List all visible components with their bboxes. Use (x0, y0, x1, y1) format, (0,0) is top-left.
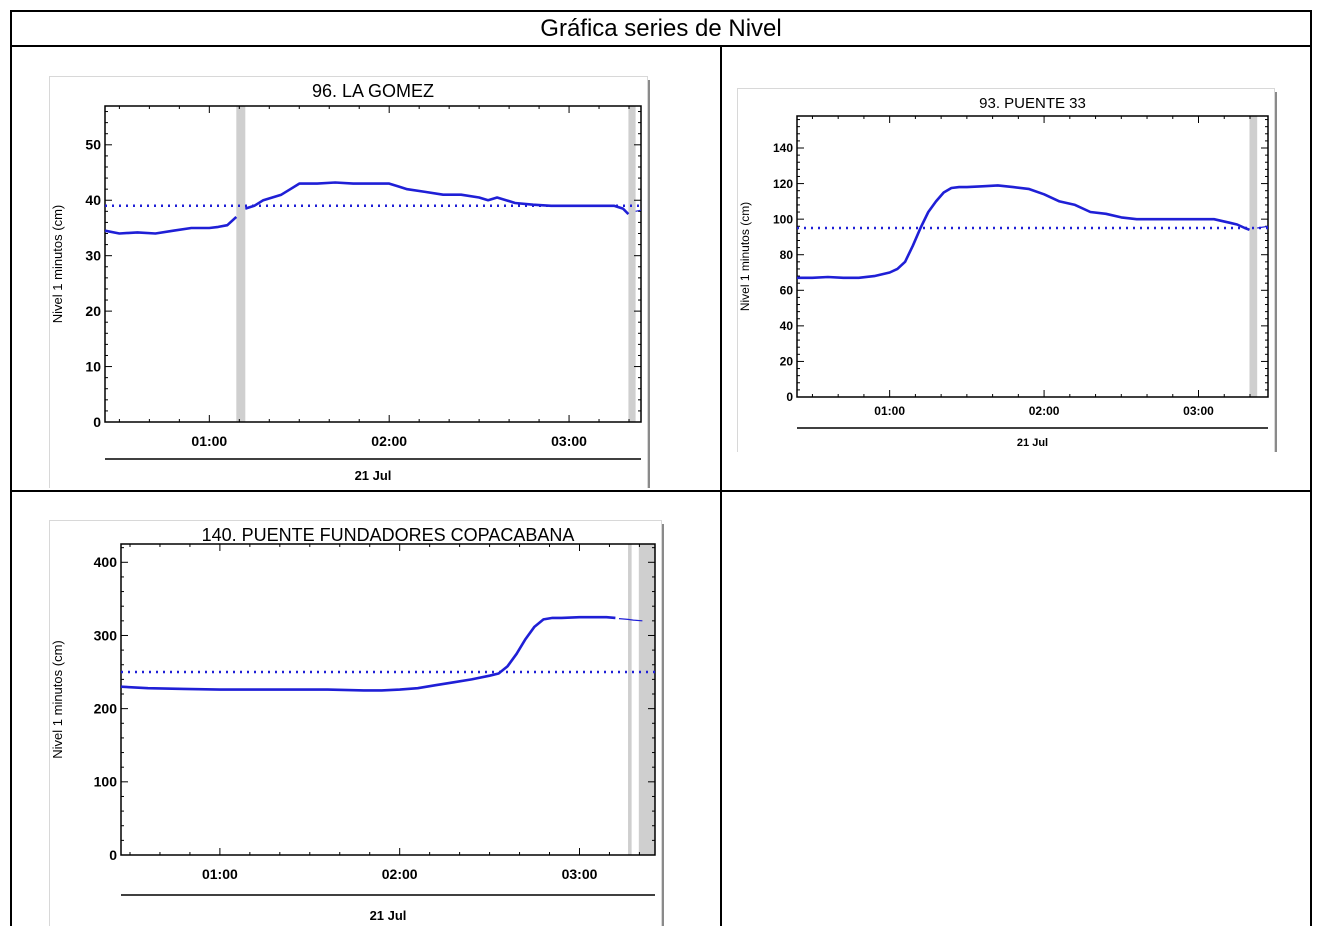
chart-panel-la-gomez: 0 10 20 30 40 50 01:00 02:00 03:00 96. LA GOMEZ Ni… (49, 76, 652, 488)
series-line (244, 181, 630, 216)
page-title: Gráfica series de Nivel (540, 15, 782, 42)
series-line (635, 209, 642, 212)
panel-shadow (1274, 92, 1277, 452)
y-axis-label: Nivel 1 minutos (cm) (738, 202, 752, 311)
y-tick-label: 40 (780, 319, 794, 333)
y-tick-label: 100 (94, 774, 118, 790)
y-tick-label: 80 (780, 248, 794, 262)
y-tick-label: 20 (780, 355, 794, 369)
panel-border (737, 88, 1275, 452)
y-tick-label: 400 (94, 554, 118, 570)
missing-data-band (628, 544, 632, 855)
chart-title: 96. LA GOMEZ (312, 81, 434, 101)
chart-title: 140. PUENTE FUNDADORES COPACABANA (202, 525, 575, 545)
chart-la-gomez: 0 10 20 30 40 50 01:00 02:00 03:00 96. LA GOMEZ Ni… (49, 76, 650, 488)
x-tick-label: 01:00 (202, 866, 238, 882)
x-tick-label: 01:00 (874, 404, 905, 418)
y-tick-label: 120 (773, 177, 793, 191)
panel-border (49, 76, 648, 488)
x-tick-label: 02:00 (371, 433, 407, 449)
x-tick-label: 02:00 (1029, 404, 1060, 418)
panel-shadow (661, 524, 664, 926)
y-tick-label: 20 (85, 303, 101, 319)
x-tick-label: 01:00 (191, 433, 227, 449)
date-axis-label: 21 Jul (355, 468, 392, 483)
y-axis-label: Nivel 1 minutos (cm) (50, 205, 65, 323)
column-divider (720, 45, 722, 926)
x-tick-label: 03:00 (562, 866, 598, 882)
y-axis-label: Nivel 1 minutos (cm) (50, 640, 65, 758)
missing-data-band (1249, 116, 1258, 397)
y-tick-label: 0 (109, 847, 117, 863)
y-tick-label: 140 (773, 141, 793, 155)
row-divider (10, 490, 1312, 492)
y-tick-label: 60 (780, 283, 794, 297)
header-divider (10, 45, 1312, 47)
chart-panel-puente-fundadores: 0 100 200 300 400 01:00 02:00 03:00 140. PUENTE … (49, 520, 667, 926)
panel-border (49, 520, 662, 926)
y-tick-label: 0 (786, 390, 793, 404)
chart-panel-puente-33: 0 20 40 60 80 100 120 140 01:00 02:00 03:00 93. PUE… (737, 88, 1278, 452)
series-line (120, 615, 616, 692)
chart-title: 93. PUENTE 33 (979, 95, 1086, 112)
y-tick-label: 10 (85, 358, 101, 374)
y-tick-label: 100 (773, 212, 793, 226)
date-axis-label: 21 Jul (1017, 437, 1048, 449)
y-tick-label: 40 (85, 192, 101, 208)
plot-frame (120, 543, 656, 856)
date-axis-label: 21 Jul (370, 908, 407, 923)
y-tick-label: 0 (93, 414, 101, 430)
y-tick-label: 200 (94, 701, 118, 717)
y-tick-label: 30 (85, 248, 101, 264)
chart-puente-fundadores: 0 100 200 300 400 01:00 02:00 03:00 140. PUENTE … (49, 520, 664, 926)
series-line (1257, 225, 1269, 229)
y-tick-label: 300 (94, 627, 118, 643)
missing-data-band (236, 106, 246, 422)
missing-data-band (638, 544, 655, 855)
series-line (104, 215, 238, 235)
panel-shadow (647, 80, 650, 488)
x-tick-label: 02:00 (382, 866, 418, 882)
series-line (618, 618, 643, 622)
chart-puente-33: 0 20 40 60 80 100 120 140 01:00 02:00 03:00 93. PUE… (737, 88, 1277, 452)
x-tick-label: 03:00 (551, 433, 587, 449)
x-tick-label: 03:00 (1183, 404, 1214, 418)
y-tick-label: 50 (85, 137, 101, 153)
plot-frame (104, 105, 642, 423)
series-line (797, 184, 1250, 280)
plot-frame (796, 115, 1269, 398)
missing-data-band (628, 106, 636, 422)
table-frame (10, 10, 1312, 926)
